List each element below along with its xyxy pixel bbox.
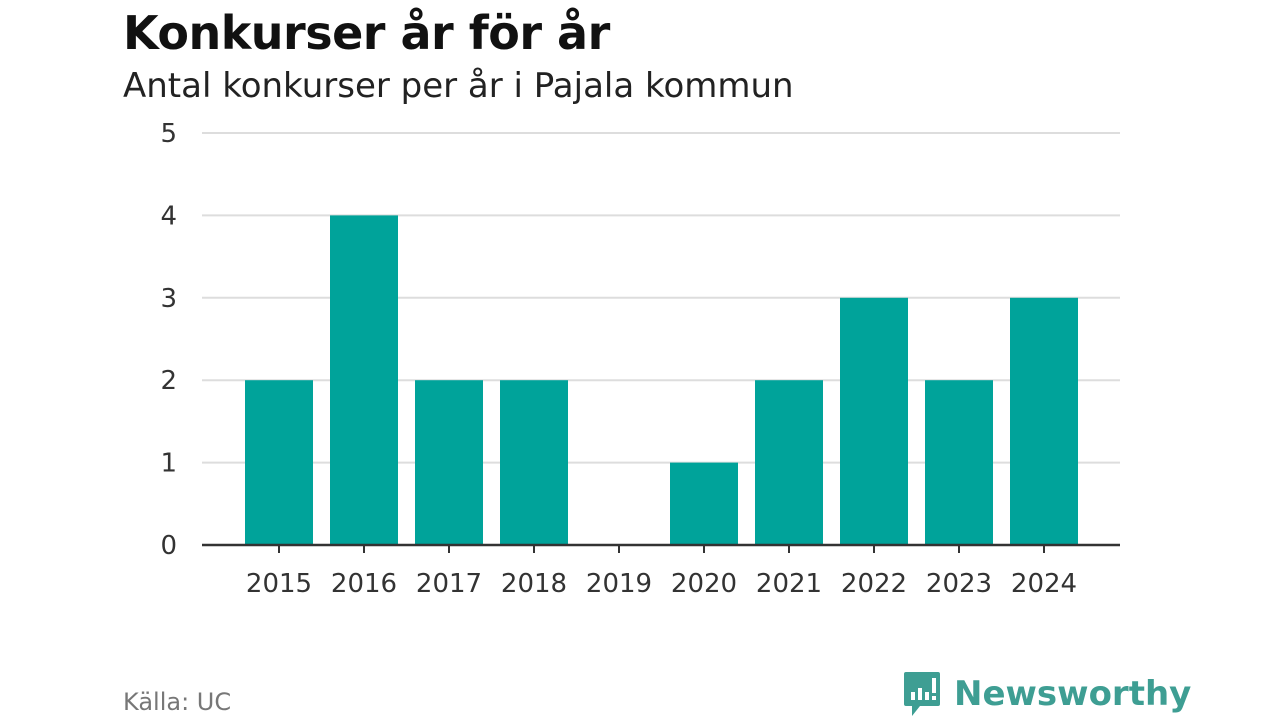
- x-tick-label: 2019: [586, 569, 652, 599]
- x-tick-label: 2018: [501, 569, 567, 599]
- bar-2023: [925, 380, 993, 545]
- y-tick-label: 5: [160, 119, 177, 149]
- bar-2016: [330, 215, 398, 545]
- y-tick-label: 4: [160, 201, 177, 231]
- bar-2021: [755, 380, 823, 545]
- y-tick-label: 3: [160, 284, 177, 314]
- x-tick-label: 2023: [926, 569, 992, 599]
- x-tick-label: 2022: [841, 569, 907, 599]
- y-tick-label: 1: [160, 449, 177, 479]
- x-tick-label: 2017: [416, 569, 482, 599]
- x-tick-label: 2024: [1011, 569, 1077, 599]
- bar-2018: [500, 380, 568, 545]
- y-tick-label: 2: [160, 366, 177, 396]
- bar-2015: [245, 380, 313, 545]
- y-tick-label: 0: [160, 531, 177, 561]
- source-note: Källa: UC: [123, 688, 232, 716]
- bar-2020: [670, 462, 738, 545]
- x-tick-label: 2020: [671, 569, 737, 599]
- newsworthy-logo: Newsworthy: [902, 670, 1191, 718]
- x-tick-label: 2016: [331, 569, 397, 599]
- bar-2024: [1010, 297, 1078, 545]
- x-tick-label: 2015: [246, 569, 312, 599]
- chart-title: Konkurser år för år: [123, 6, 610, 60]
- x-tick-label: 2021: [756, 569, 822, 599]
- chart-subtitle: Antal konkurser per år i Pajala kommun: [123, 66, 794, 106]
- newsworthy-logo-icon: [904, 672, 940, 716]
- bar-2022: [840, 297, 908, 545]
- bar-2017: [415, 380, 483, 545]
- logo-text: Newsworthy: [954, 674, 1192, 714]
